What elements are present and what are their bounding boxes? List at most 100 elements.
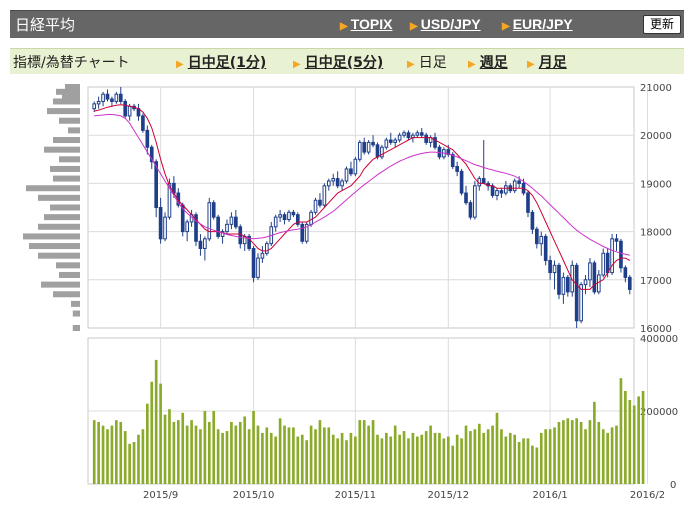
volume-bar (641, 390, 645, 484)
volume-bar (588, 420, 592, 484)
volume-bar (486, 429, 490, 484)
volume-bar (562, 420, 565, 484)
price-tick-label: 17000 (640, 276, 672, 287)
volume-bar (376, 434, 379, 484)
volume-bar (491, 425, 494, 484)
candle-body (322, 185, 327, 206)
profile-bar (29, 243, 80, 250)
candle-body (627, 276, 632, 290)
tab-intraday-1min[interactable]: ▶ 日中足(1分) (176, 52, 266, 72)
volume-bar (349, 432, 353, 484)
candle-body (499, 190, 504, 194)
refresh-button[interactable]: 更新 (643, 15, 681, 34)
volume-bar (212, 411, 216, 484)
volume-bar (252, 411, 255, 484)
volume-bar (296, 436, 300, 484)
candle-body (614, 238, 619, 242)
volume-bar (305, 440, 308, 484)
tab-label: 日足 (418, 55, 447, 71)
volume-bar (460, 438, 463, 484)
volume-tick-label: 0 (670, 480, 676, 491)
tab-label: 週足 (479, 55, 508, 71)
candle-body (402, 132, 406, 136)
candle-body (455, 166, 459, 172)
volume-bar (402, 431, 406, 484)
volume-bar (495, 412, 499, 484)
candle-body (216, 216, 220, 237)
price-panel-frame (87, 86, 635, 329)
profile-bar (50, 204, 80, 211)
candle-body (349, 168, 353, 175)
volume-bar (500, 429, 503, 484)
candle-body (415, 132, 420, 136)
volume-bar (393, 425, 397, 484)
tab-daily: ▶ 日足 (407, 52, 447, 72)
candle-body (331, 178, 336, 182)
volume-bar (216, 429, 220, 484)
volume-bar (477, 423, 481, 484)
volume-bar (137, 434, 140, 484)
volume-bars (92, 359, 645, 484)
volume-bar (407, 438, 410, 484)
moving-average-short (94, 104, 631, 290)
volume-bar (464, 425, 468, 484)
page-title: 日経平均 (15, 16, 76, 34)
candle-body (384, 139, 389, 148)
candle-body (601, 252, 606, 276)
candle-body (459, 170, 464, 194)
candle-body (92, 103, 97, 110)
candle-body (366, 141, 371, 153)
volume-bar (256, 425, 260, 484)
arrow-right-icon: ▶ (407, 59, 415, 70)
profile-bar (44, 214, 80, 221)
candle-body (234, 216, 238, 228)
candle-body (282, 214, 287, 221)
date-tick-label: 2016/2 (630, 490, 665, 501)
volume-bar (517, 442, 521, 484)
volume-axis: 0 200000 400000 (640, 334, 678, 491)
volume-bar (411, 432, 415, 484)
tab-intraday-5min[interactable]: ▶ 日中足(5分) (293, 52, 383, 72)
tab-monthly[interactable]: ▶ 月足 (527, 52, 567, 72)
volume-bar (247, 429, 251, 484)
candle-body (419, 132, 424, 136)
volume-bar (150, 381, 154, 484)
topix-link[interactable]: ▶ TOPIX (340, 16, 392, 32)
volume-bar (225, 431, 229, 484)
nikkei-chart: 16000 17000 18000 19000 20000 21000 0 200000 40… (23, 83, 678, 501)
volume-bar (110, 425, 114, 484)
candle-body (375, 144, 380, 158)
candle-body (260, 252, 265, 259)
candle-body (433, 137, 437, 148)
volume-bar (203, 411, 207, 484)
eurjpy-link[interactable]: ▶ EUR/JPY (502, 16, 573, 32)
candle-body (362, 141, 367, 153)
volume-bar (331, 434, 335, 484)
tab-label: 月足 (538, 55, 567, 71)
volume-bar (601, 429, 605, 484)
volume-bar (420, 434, 424, 484)
candle-body (481, 178, 486, 184)
candle-body (154, 161, 159, 208)
candle-body (583, 279, 588, 286)
volume-bar (336, 438, 339, 484)
profile-bar (53, 98, 80, 105)
arrow-right-icon: ▶ (468, 59, 476, 70)
volume-bar (606, 432, 609, 484)
profile-bar (59, 271, 80, 278)
candle-body (424, 134, 429, 143)
volume-bar (557, 421, 561, 484)
candle-body (211, 202, 216, 218)
candle-body (623, 267, 628, 278)
candle-body (561, 276, 566, 295)
usdjpy-link[interactable]: ▶ USD/JPY (410, 16, 481, 32)
volume-bar (199, 429, 202, 484)
candle-body (579, 284, 583, 322)
volume-bar (354, 436, 357, 484)
profile-bar (72, 325, 80, 331)
candle-body (565, 276, 570, 293)
profile-bar (47, 108, 80, 115)
price-tick-label: 20000 (640, 131, 672, 142)
tab-weekly[interactable]: ▶ 週足 (468, 52, 508, 72)
candle-body (380, 146, 384, 158)
